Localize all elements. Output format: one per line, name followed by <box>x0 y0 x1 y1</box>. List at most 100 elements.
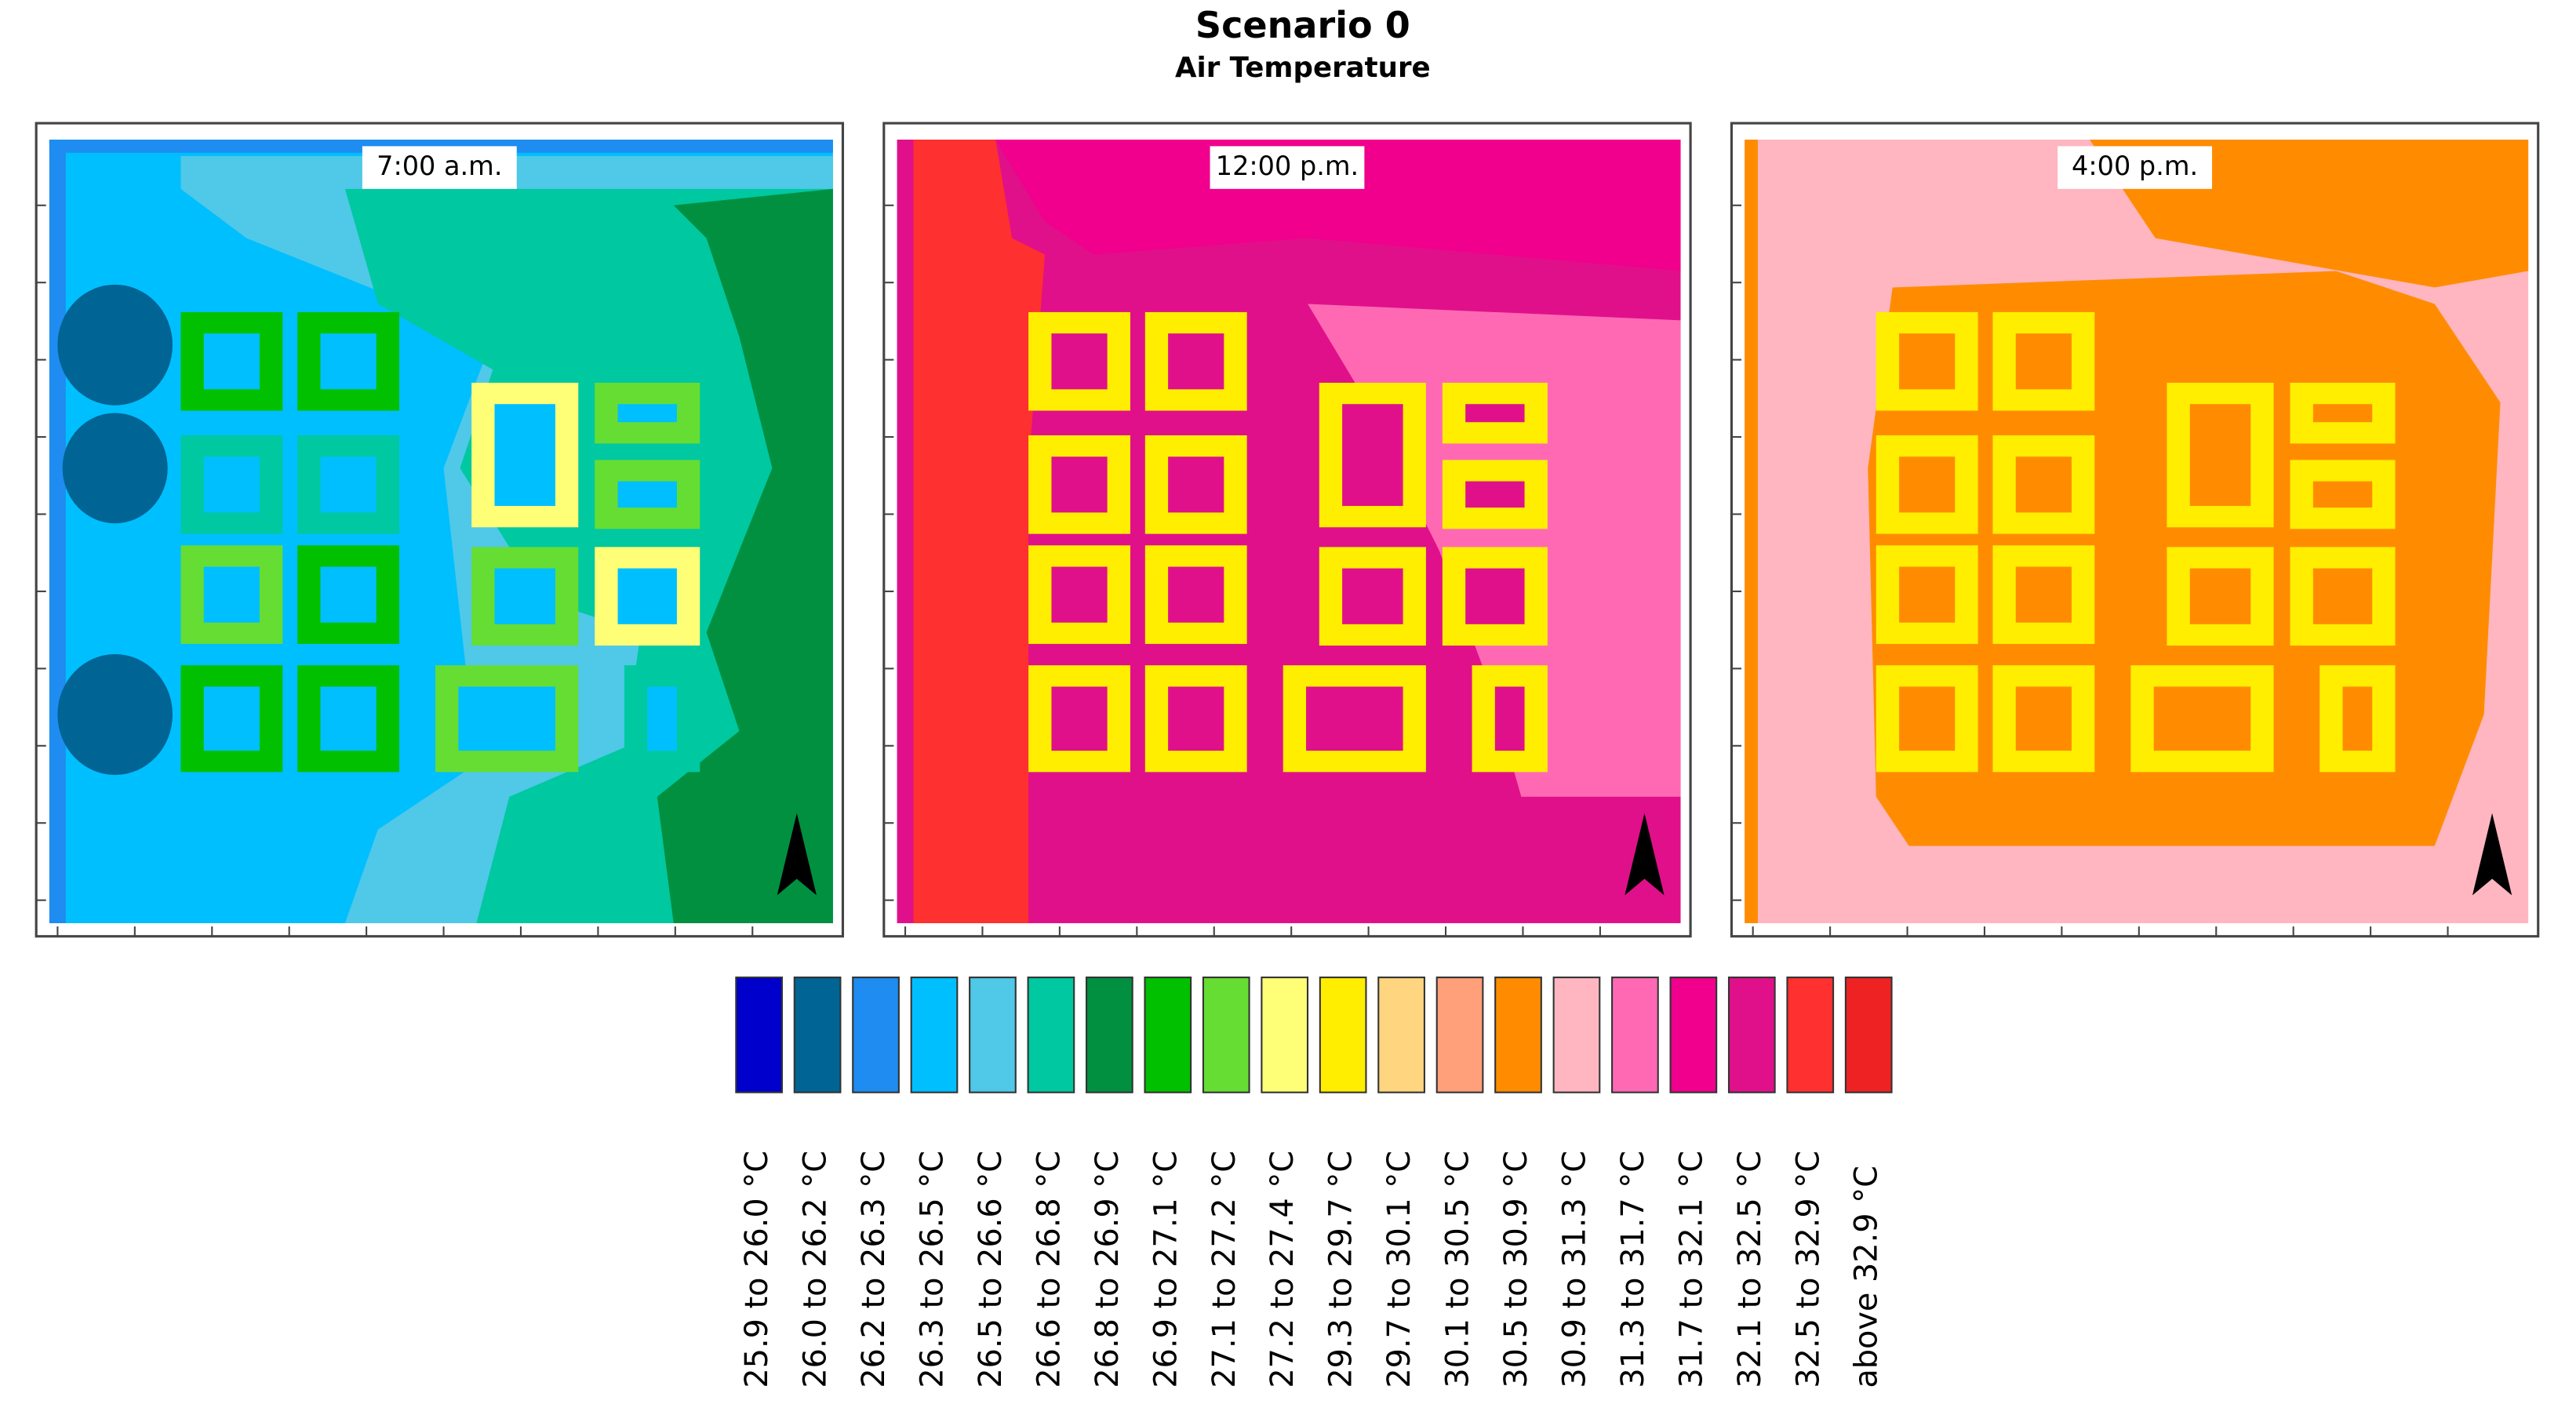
courtyard <box>2015 566 2072 623</box>
courtyard <box>320 566 377 623</box>
legend-swatch <box>1611 977 1659 1093</box>
legend-swatch <box>1027 977 1075 1093</box>
map-panel <box>1745 140 2529 923</box>
map-panel <box>897 140 1681 923</box>
temperature-zone <box>62 413 168 524</box>
legend-label: 27.2 to 27.4 °C <box>1264 1151 1301 1388</box>
courtyard <box>1899 686 1956 751</box>
legend-swatch <box>1552 977 1601 1093</box>
courtyard <box>1051 333 1108 390</box>
legend-label: 26.0 to 26.2 °C <box>798 1151 834 1388</box>
legend-label: 27.1 to 27.2 °C <box>1206 1151 1243 1388</box>
courtyard <box>203 566 260 623</box>
legend-swatch <box>969 977 1017 1093</box>
temperature-zone <box>995 140 1681 271</box>
legend-label: 25.9 to 26.0 °C <box>739 1151 775 1388</box>
legend-label: 26.2 to 26.3 °C <box>856 1151 892 1388</box>
legend-swatch <box>1202 977 1250 1093</box>
legend-swatch <box>1844 977 1893 1093</box>
courtyard <box>1465 404 1525 423</box>
courtyard <box>1899 333 1956 390</box>
temperature-zone <box>913 140 1046 923</box>
courtyard <box>320 457 377 513</box>
legend-label: 26.5 to 26.6 °C <box>973 1151 1009 1388</box>
courtyard <box>2312 481 2373 508</box>
panel-label-box <box>2058 146 2213 189</box>
courtyard <box>1465 481 1525 508</box>
title: Scenario 0 <box>1195 4 1410 46</box>
courtyard <box>1494 686 1525 751</box>
courtyard <box>2312 568 2373 624</box>
courtyard <box>494 568 555 624</box>
courtyard <box>2015 686 2072 751</box>
legend-swatch <box>1319 977 1367 1093</box>
courtyard <box>320 333 377 390</box>
courtyard <box>1168 686 1224 751</box>
panel-frame <box>35 122 845 938</box>
legend-swatch <box>1435 977 1484 1093</box>
temperature-zone <box>57 284 173 406</box>
legend-label: 32.1 to 32.5 °C <box>1732 1151 1768 1388</box>
legend-swatch <box>1261 977 1309 1093</box>
courtyard <box>2312 404 2373 423</box>
courtyard <box>458 686 555 751</box>
panel-label: 12:00 p.m. <box>1216 151 1359 181</box>
legend-label: 31.3 to 31.7 °C <box>1615 1151 1651 1388</box>
temperature-zone <box>57 654 173 775</box>
legend-label: 26.6 to 26.8 °C <box>1031 1151 1067 1388</box>
courtyard <box>1051 686 1108 751</box>
courtyard <box>617 404 677 423</box>
courtyard <box>203 686 260 751</box>
courtyard <box>2015 333 2072 390</box>
courtyard <box>1051 457 1108 513</box>
panel-frame <box>882 122 1692 938</box>
courtyard <box>1168 333 1224 390</box>
courtyard <box>494 404 555 507</box>
courtyard <box>1899 566 1956 623</box>
courtyard <box>647 686 677 751</box>
panel-label-box <box>1210 146 1365 189</box>
courtyard <box>1168 457 1224 513</box>
courtyard <box>617 481 677 508</box>
legend-swatch <box>852 977 900 1093</box>
temperature-zone <box>49 140 66 923</box>
temperature-zone <box>344 188 833 923</box>
temperature-zone <box>1745 140 1758 923</box>
north-arrow <box>777 813 817 896</box>
legend-swatch <box>1144 977 1192 1093</box>
legend-label: 29.3 to 29.7 °C <box>1323 1151 1359 1388</box>
legend-swatch <box>793 977 842 1093</box>
legend-label: 29.7 to 30.1 °C <box>1381 1151 1417 1388</box>
legend-swatch <box>1786 977 1835 1093</box>
panel-label: 7:00 a.m. <box>377 151 502 181</box>
legend-swatch <box>1727 977 1776 1093</box>
legend-swatch <box>1669 977 1718 1093</box>
courtyard <box>1168 566 1224 623</box>
courtyard <box>2189 404 2251 507</box>
legend-swatch <box>1377 977 1425 1093</box>
legend-swatch <box>1085 977 1133 1093</box>
courtyard <box>2189 568 2251 624</box>
courtyard <box>1465 568 1525 624</box>
legend-swatch <box>735 977 784 1093</box>
courtyard <box>1051 566 1108 623</box>
courtyard <box>320 686 377 751</box>
courtyard <box>617 568 677 624</box>
legend-label: 26.8 to 26.9 °C <box>1090 1151 1126 1388</box>
legend-label: above 32.9 °C <box>1849 1166 1885 1388</box>
courtyard <box>1899 457 1956 513</box>
legend-swatch <box>910 977 959 1093</box>
legend-label: 31.7 to 32.1 °C <box>1673 1151 1709 1388</box>
legend-label: 30.1 to 30.5 °C <box>1440 1151 1476 1388</box>
subtitle: Air Temperature <box>1175 52 1431 84</box>
panel-frame <box>1730 122 2540 938</box>
north-arrow <box>1625 813 1665 896</box>
north-arrow <box>2472 813 2512 896</box>
legend-label: 32.5 to 32.9 °C <box>1790 1151 1826 1388</box>
courtyard <box>2342 686 2373 751</box>
legend-label: 26.9 to 27.1 °C <box>1148 1151 1184 1388</box>
legend-label: 26.3 to 26.5 °C <box>915 1151 951 1388</box>
courtyard <box>2153 686 2251 751</box>
